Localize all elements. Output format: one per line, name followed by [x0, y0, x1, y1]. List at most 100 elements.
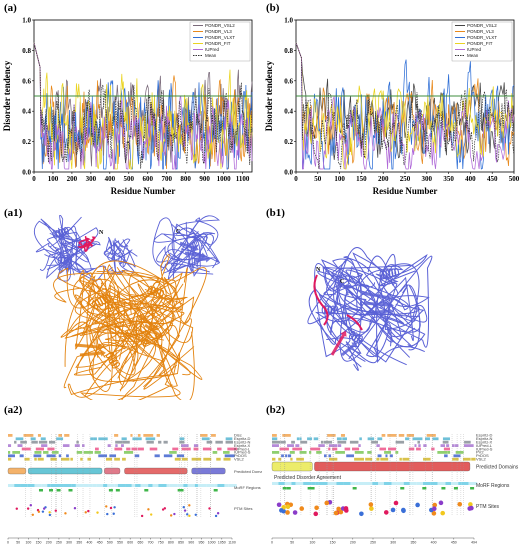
ptm-site	[29, 504, 33, 507]
ptm-site	[324, 500, 330, 506]
disorder-segment	[76, 451, 83, 454]
scale-label: 50	[16, 541, 20, 545]
panel-label-b: (b)	[266, 2, 280, 14]
predicted-domains-label: Predicted Domains	[234, 469, 262, 474]
scale-label: 0	[271, 541, 273, 545]
disorder-segment	[442, 440, 449, 444]
disorder-segment	[365, 457, 373, 461]
agreement-cell	[397, 482, 404, 485]
disorder-segment	[115, 444, 118, 447]
disorder-segment	[115, 440, 123, 444]
ptm-site	[186, 513, 189, 516]
helix-turn	[97, 297, 104, 307]
agreement-cell	[291, 482, 296, 485]
x-tick-label: 1000	[217, 175, 232, 183]
ribbon-strand	[74, 294, 195, 376]
scale-label: 500	[107, 541, 113, 545]
agreement-cell	[284, 482, 292, 485]
disorder-segment	[203, 457, 212, 461]
beta-arrow	[363, 301, 394, 309]
agreement-cell	[228, 484, 237, 487]
disorder-segment	[290, 457, 293, 461]
morf-region	[453, 487, 458, 490]
ribbon-strand	[103, 239, 136, 268]
disorder-segment	[462, 457, 471, 461]
legend-entry: PONDR_VLXT	[205, 35, 235, 40]
helix	[348, 330, 363, 344]
scale-label: 150	[330, 541, 336, 545]
disorder-segment	[299, 451, 307, 454]
agreement-cell	[27, 484, 35, 487]
beta-arrow	[366, 307, 393, 315]
ribbon-strand	[84, 283, 181, 396]
agreement-cell	[372, 482, 379, 485]
beta-arrow	[79, 349, 106, 357]
ribbon-strand	[331, 255, 433, 360]
disorder-segment	[405, 437, 410, 441]
agreement-cell	[437, 482, 446, 485]
scale-label: 550	[117, 541, 123, 545]
track-row-label: PrDOS	[476, 453, 489, 458]
agreement-cell	[318, 482, 328, 485]
disorder-segment	[179, 437, 185, 441]
legend-entry: IUPred	[205, 47, 220, 52]
disorder-segment	[20, 440, 27, 444]
ptm-site	[431, 506, 437, 511]
ribbon-strand	[76, 254, 183, 379]
disorder-segment	[388, 447, 397, 451]
disorder-segment	[376, 444, 380, 447]
disorder-segment	[216, 457, 221, 461]
x-tick-label: 700	[161, 175, 172, 183]
disorder-track-a2-svg: DiscEspritz-DEspritz-NEspritz-XIUPred-LI…	[7, 433, 268, 545]
ptm-site	[468, 502, 473, 507]
disorder-segment	[181, 457, 188, 461]
morf-region	[68, 489, 73, 492]
ptm-site	[369, 506, 374, 511]
agreement-cell	[197, 484, 207, 487]
ptm-site	[368, 502, 374, 507]
series-line	[295, 42, 515, 160]
track-row-label: PrDOS	[234, 453, 247, 458]
helix-turn	[379, 270, 385, 280]
agreement-cell	[423, 482, 431, 485]
ptm-site	[26, 507, 30, 510]
helix-turn	[150, 286, 156, 296]
disorder-segment	[442, 437, 450, 441]
helix-turn	[388, 268, 394, 278]
disorder-segment	[417, 440, 420, 444]
y-tick-label: 0.4	[284, 108, 293, 116]
disorder-segment	[376, 457, 380, 461]
predicted-disorder-agreement-label: Predicted Disorder Agreement	[274, 475, 342, 481]
disorder-segment	[62, 444, 70, 447]
scale-label: 400	[87, 541, 93, 545]
disorder-segment	[287, 444, 294, 447]
disorder-chart-b-svg: 0 50 100 150 200 250 300 350 400 450 500 0.0 0.2 0.4 0…	[264, 17, 520, 197]
beta-sheet	[366, 307, 393, 315]
ptm-site	[173, 512, 176, 516]
helix-turn	[102, 294, 109, 304]
scale-label: 450	[451, 541, 457, 545]
y-axis-title: Disorder tendency	[264, 60, 274, 131]
disorder-segment	[224, 454, 235, 458]
ptm-site	[15, 507, 18, 510]
disorder-segment	[359, 437, 362, 441]
ptm-site	[188, 514, 191, 518]
legend-entry: PONDR_VLXT	[467, 35, 497, 40]
ptm-site	[338, 509, 344, 515]
track-row-label: Espritz-X	[476, 440, 493, 445]
disorder-segment	[181, 444, 189, 447]
agreement-cell	[355, 482, 359, 485]
agreement-cell	[152, 484, 159, 487]
domain-block	[124, 467, 188, 475]
x-tick-label: 300	[86, 175, 97, 183]
ptm-site	[109, 506, 113, 510]
ptm-site	[106, 512, 109, 516]
disorder-segment	[289, 451, 295, 454]
disorder-segment	[278, 457, 282, 461]
helix-turn	[58, 229, 64, 237]
disorder-segment	[272, 444, 279, 447]
disorder-segment	[48, 440, 56, 444]
disorder-segment	[33, 454, 42, 458]
